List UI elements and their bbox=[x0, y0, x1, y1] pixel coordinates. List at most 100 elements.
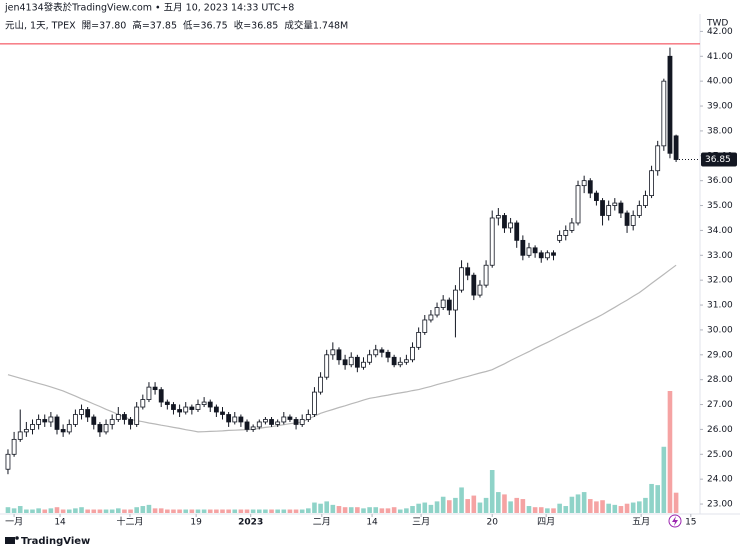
x-tick-label: 二月 bbox=[313, 517, 331, 528]
candle-body bbox=[551, 252, 556, 256]
volume-bar bbox=[594, 501, 599, 513]
volume-bar bbox=[177, 509, 182, 513]
volume-bar bbox=[508, 501, 513, 513]
volume-bar bbox=[471, 495, 477, 513]
y-tick-label: 41.00 bbox=[707, 52, 733, 62]
volume-bar bbox=[465, 499, 470, 513]
volume-bar bbox=[538, 507, 544, 513]
volume-bar bbox=[79, 507, 84, 513]
y-tick-label: 33.00 bbox=[707, 251, 733, 261]
y-tick-label: 39.00 bbox=[707, 102, 733, 112]
volume-bar bbox=[134, 507, 139, 513]
y-tick-label: 30.00 bbox=[707, 325, 733, 335]
candle-body bbox=[281, 416, 287, 423]
x-tick-label: 四月 bbox=[537, 517, 555, 528]
volume-bar bbox=[281, 509, 287, 513]
candle-body bbox=[416, 332, 422, 348]
volume-bar bbox=[404, 508, 409, 513]
volume-bar bbox=[483, 497, 489, 513]
volume-bar bbox=[103, 509, 109, 513]
candle-body bbox=[5, 453, 11, 470]
volume-bar bbox=[575, 494, 581, 513]
volume-bar bbox=[520, 499, 526, 513]
volume-bar bbox=[545, 508, 550, 513]
candle-body bbox=[649, 170, 654, 196]
candle-body bbox=[336, 349, 342, 361]
candle-body bbox=[244, 421, 250, 430]
volume-bar bbox=[643, 497, 648, 513]
legend-item: 開=37.80 bbox=[82, 21, 127, 32]
volume-bar bbox=[183, 509, 189, 513]
candle-body bbox=[299, 419, 305, 425]
volume-bar bbox=[630, 502, 636, 513]
candle-body bbox=[330, 349, 336, 356]
volume-bar bbox=[434, 501, 440, 513]
candle-body bbox=[544, 252, 550, 259]
candle-body bbox=[661, 80, 667, 147]
logo bbox=[5, 536, 19, 544]
candle-body bbox=[91, 416, 97, 425]
volume-bar bbox=[600, 500, 605, 513]
y-tick-label: 32.00 bbox=[707, 276, 733, 286]
volume-bar bbox=[238, 509, 244, 513]
candle-body bbox=[122, 414, 127, 420]
candle-body bbox=[263, 419, 268, 423]
volume-bar bbox=[220, 509, 225, 513]
x-tick-label: 14 bbox=[366, 518, 378, 528]
volume-bar bbox=[587, 499, 593, 513]
legend-item: 低=36.75 bbox=[183, 20, 228, 32]
candle-body bbox=[226, 414, 232, 423]
candle-body bbox=[459, 267, 464, 291]
volume-bar bbox=[24, 509, 29, 513]
volume-bar bbox=[459, 487, 464, 513]
legend-item: 成交量1.748M bbox=[284, 20, 348, 32]
candle-body bbox=[146, 386, 152, 400]
candle-body bbox=[520, 239, 526, 256]
volume-bar bbox=[116, 508, 121, 513]
candle-body bbox=[30, 424, 35, 430]
volume-bar bbox=[428, 504, 434, 513]
volume-bar bbox=[526, 506, 532, 513]
candle-body bbox=[618, 202, 624, 214]
volume-bar bbox=[312, 502, 317, 513]
candle-body bbox=[238, 416, 244, 423]
candle-body bbox=[183, 406, 189, 413]
candle-body bbox=[600, 200, 605, 216]
legend-item: 收=36.85 bbox=[234, 20, 279, 32]
candle-body bbox=[502, 215, 507, 229]
volume-bar bbox=[673, 492, 679, 513]
volume-bar bbox=[446, 500, 452, 513]
candle-body bbox=[79, 409, 84, 415]
candle-body bbox=[538, 252, 544, 259]
volume-bar bbox=[207, 509, 213, 513]
candle-body bbox=[532, 247, 538, 254]
volume-bar bbox=[551, 508, 556, 513]
candle-body bbox=[275, 421, 281, 425]
volume-bar bbox=[306, 508, 311, 513]
candle-body bbox=[189, 406, 195, 410]
candle-body bbox=[23, 429, 29, 433]
volume-bar bbox=[36, 508, 41, 513]
volume-bar bbox=[422, 502, 428, 513]
brand: TradingView bbox=[21, 536, 90, 547]
candle-body bbox=[569, 222, 575, 231]
volume-bar bbox=[385, 508, 391, 513]
candle-body bbox=[581, 180, 587, 187]
candle-body bbox=[673, 135, 679, 160]
legend-item: 元山, 1天, TPEX bbox=[5, 21, 76, 32]
volume-bar bbox=[373, 507, 379, 513]
candle-body bbox=[379, 349, 385, 353]
candle-body bbox=[97, 424, 103, 433]
header: jen4134發表於TradingView.com • 五月 10, 2023 … bbox=[4, 2, 294, 14]
candle-body bbox=[134, 406, 140, 425]
y-tick-label: 34.00 bbox=[707, 226, 733, 236]
volume-bar bbox=[618, 506, 624, 513]
volume-bar bbox=[140, 506, 146, 513]
candle-body bbox=[434, 307, 440, 316]
candle-body bbox=[42, 419, 48, 423]
candle-body bbox=[213, 406, 219, 413]
volume-bar bbox=[502, 494, 507, 513]
candle-body bbox=[636, 205, 642, 216]
y-tick-label: 25.00 bbox=[707, 450, 733, 460]
